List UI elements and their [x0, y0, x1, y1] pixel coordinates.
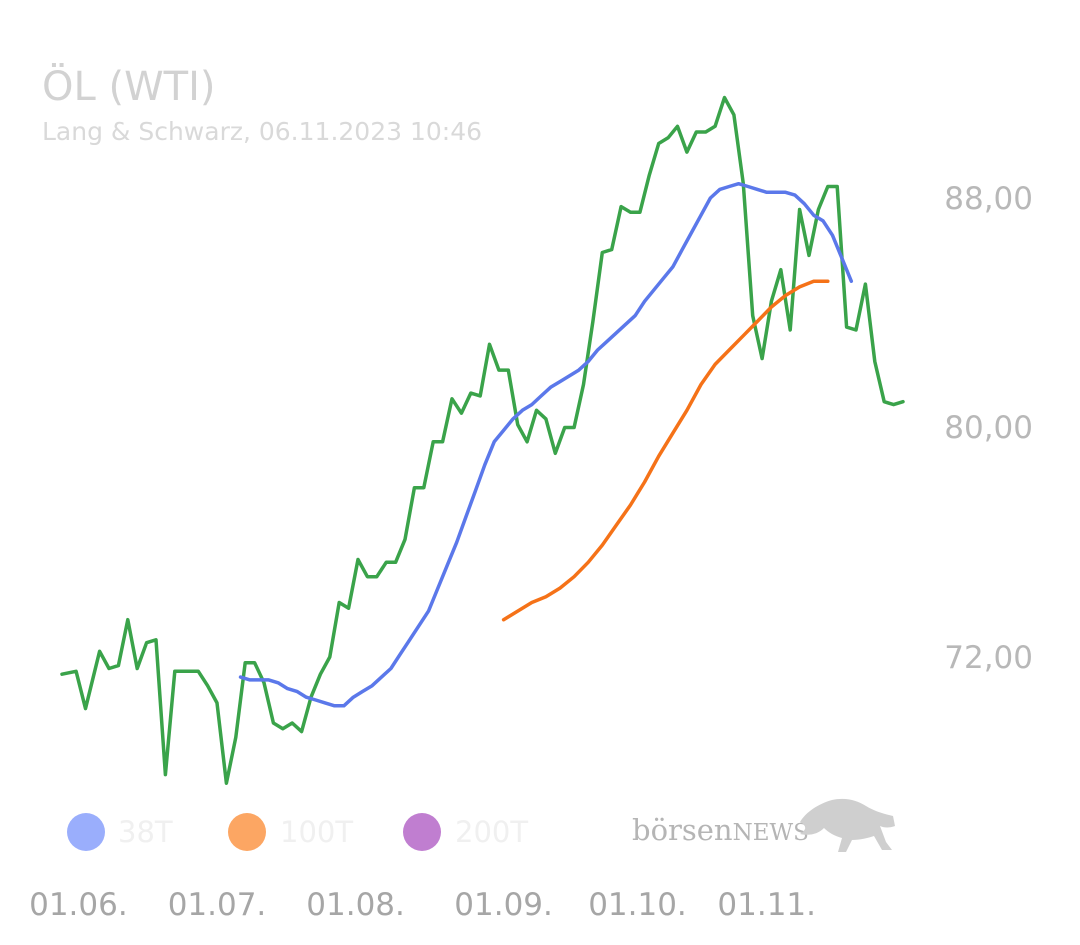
legend-swatch-100t[interactable]: [228, 813, 266, 851]
bull-icon: [800, 798, 895, 852]
x-axis-labels: 01.06. 01.07. 01.08. 01.09. 01.10. 01.11.: [29, 887, 816, 923]
x-tick-label: 01.10.: [588, 887, 687, 923]
brand-wordmark: börsenNEWS: [632, 813, 809, 847]
x-tick-label: 01.11.: [717, 887, 816, 923]
y-tick-label: 88,00: [944, 181, 1033, 217]
y-tick-label: 72,00: [944, 640, 1033, 676]
legend-label-38t[interactable]: 38T: [118, 815, 173, 849]
chart-subtitle: Lang & Schwarz, 06.11.2023 10:46: [42, 117, 482, 146]
series-line-2: [501, 279, 830, 622]
x-tick-label: 01.06.: [29, 887, 128, 923]
legend: 38T 100T 200T: [67, 813, 528, 851]
legend-swatch-200t[interactable]: [403, 813, 441, 851]
x-tick-label: 01.07.: [168, 887, 267, 923]
chart-title: ÖL (WTI): [42, 62, 215, 110]
legend-swatch-38t[interactable]: [67, 813, 105, 851]
y-tick-label: 80,00: [944, 410, 1033, 446]
series-line-1: [238, 181, 854, 708]
series-line-0: [60, 95, 905, 785]
x-tick-label: 01.09.: [454, 887, 553, 923]
brand-logo: börsenNEWS: [632, 798, 895, 852]
x-tick-label: 01.08.: [306, 887, 405, 923]
y-axis-labels: 88,00 80,00 72,00: [944, 181, 1033, 676]
legend-label-100t[interactable]: 100T: [280, 815, 353, 849]
series-lines: [60, 95, 905, 785]
legend-label-200t[interactable]: 200T: [455, 815, 528, 849]
